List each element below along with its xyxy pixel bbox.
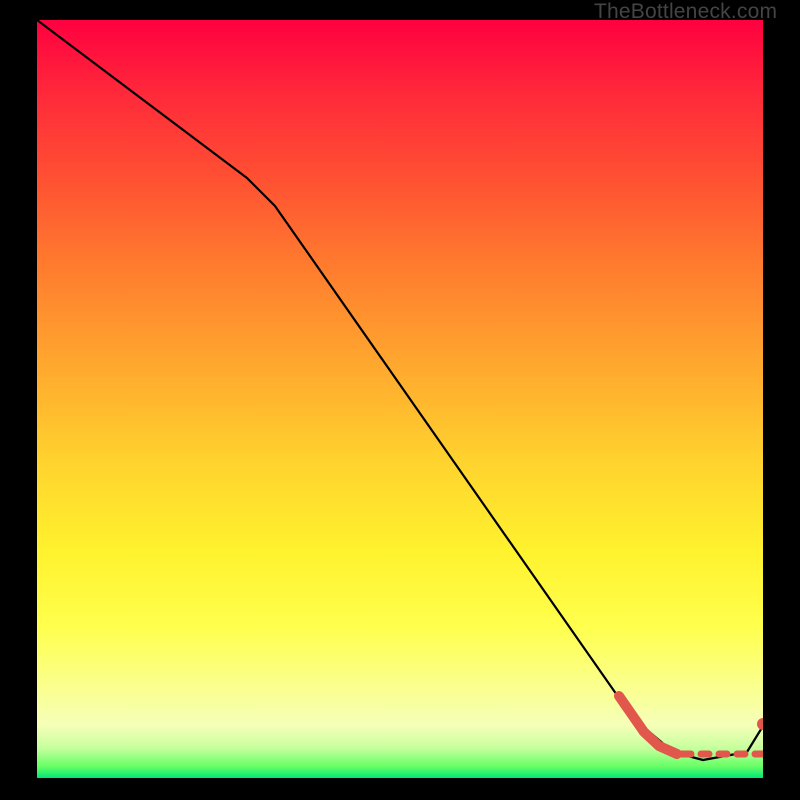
end-marker-dot (757, 718, 763, 730)
lines-layer (37, 20, 763, 778)
highlight-segment (619, 696, 677, 754)
chart-canvas: TheBottleneck.com (0, 0, 800, 800)
plot-area (37, 20, 763, 778)
watermark-text: TheBottleneck.com (594, 0, 777, 24)
bottleneck-curve (37, 20, 763, 760)
